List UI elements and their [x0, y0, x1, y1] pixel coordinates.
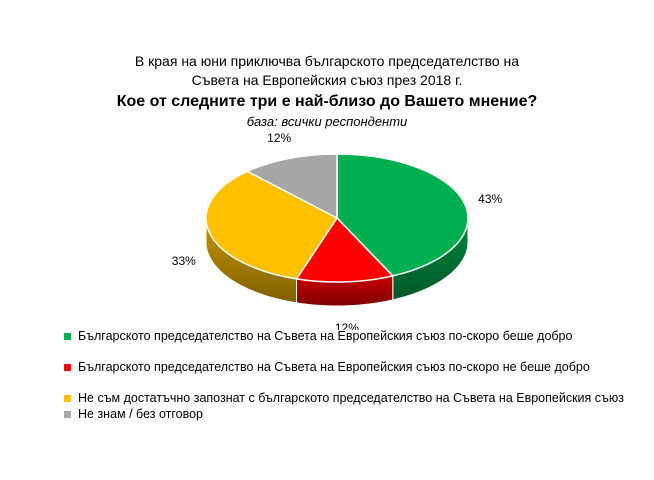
chart-header: В края на юни приключва българското пред… [0, 52, 654, 131]
legend-swatch-not-informed [64, 395, 71, 402]
legend-item-not-informed: Не съм достатъчно запознат с българското… [64, 390, 624, 406]
pie-labels: 43% 12% 33% 12% [172, 131, 503, 330]
pie-top [205, 153, 469, 283]
question-title: Кое от следните три е най-близо до Вашет… [116, 93, 538, 110]
data-label-good: 43% [478, 192, 502, 206]
legend-item-dont-know: Не знам / без отговор [64, 406, 624, 422]
pie-slice-not-informed [205, 170, 338, 280]
pie-slice-good [336, 153, 469, 277]
intro-line-1: В края на юни приключва българското пред… [134, 53, 520, 69]
data-label-not-informed: 33% [172, 254, 196, 268]
legend-item-good: Българското председателство на Съвета на… [64, 328, 624, 344]
legend-swatch-not-good [64, 364, 71, 371]
legend-label-dont-know: Не знам / без отговор [78, 407, 203, 421]
legend: Българското председателство на Съвета на… [64, 328, 624, 437]
legend-label-not-good: Българското председателство на Съвета на… [78, 360, 590, 374]
data-label-not-good: 12% [335, 321, 359, 330]
legend-swatch-dont-know [64, 411, 71, 418]
pie-slice-dont-know [246, 153, 338, 219]
legend-label-good: Българското председателство на Съвета на… [78, 329, 573, 343]
intro-line-2: Съвета на Европейския съюз през 2018 г. [191, 72, 463, 88]
pie-slice-not-good [295, 217, 394, 283]
base-note: база: всички респонденти [246, 114, 408, 129]
pie-chart: 43% 12% 33% 12% [172, 131, 503, 330]
legend-label-not-informed: Не съм достатъчно запознат с българското… [78, 391, 624, 405]
data-label-dont-know: 12% [267, 131, 291, 145]
legend-swatch-good [64, 333, 71, 340]
legend-item-not-good: Българското председателство на Съвета на… [64, 359, 624, 375]
